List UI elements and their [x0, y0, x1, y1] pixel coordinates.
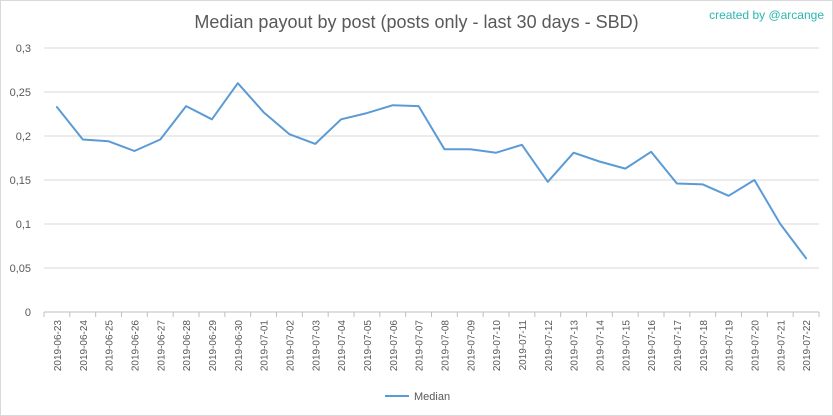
legend: Median [385, 391, 450, 403]
legend-label: Median [414, 391, 450, 403]
y-tick-label: 0,3 [16, 43, 31, 55]
y-tick-label: 0,05 [10, 263, 31, 275]
x-tick-label: 2019-07-14 [595, 320, 606, 372]
x-tick-label: 2019-07-11 [518, 320, 529, 371]
y-tick-label: 0,15 [10, 175, 31, 187]
gridlines [44, 47, 819, 313]
x-tick-label: 2019-07-22 [802, 320, 813, 372]
x-tick-label: 2019-07-01 [260, 320, 271, 372]
x-tick-label: 2019-07-10 [492, 320, 503, 372]
x-tick-label: 2019-07-15 [621, 320, 632, 372]
x-tick-label: 2019-07-18 [699, 320, 710, 372]
x-tick-label: 2019-06-29 [208, 320, 219, 372]
y-tick-label: 0,25 [10, 87, 31, 99]
x-tick-label: 2019-07-13 [570, 320, 581, 372]
y-tick-label: 0,1 [16, 219, 31, 231]
x-tick-label: 2019-07-05 [363, 320, 374, 372]
plot-area [55, 82, 808, 260]
credit-label: created by @arcange [709, 8, 824, 22]
x-tick-label: 2019-07-21 [776, 320, 787, 372]
x-tick-label: 2019-07-08 [440, 320, 451, 372]
x-tick-label: 2019-07-07 [415, 320, 426, 372]
x-tick-label: 2019-06-23 [53, 320, 64, 372]
x-tick-label: 2019-07-02 [285, 320, 296, 372]
y-axis: 0 0,05 0,1 0,15 0,2 0,25 0,3 [10, 43, 31, 319]
x-tick-label: 2019-07-12 [544, 320, 555, 372]
series-line-median [55, 82, 808, 260]
chart-title: Median payout by post (posts only - last… [194, 12, 639, 32]
y-tick-label: 0 [25, 307, 31, 319]
x-tick-label: 2019-06-24 [79, 320, 90, 372]
y-tick-label: 0,2 [16, 131, 31, 143]
x-tick-label: 2019-07-09 [466, 320, 477, 372]
x-tick-label: 2019-06-27 [156, 320, 167, 372]
x-tick-label: 2019-06-30 [234, 320, 245, 372]
x-tick-label: 2019-07-19 [725, 320, 736, 372]
x-tick-label: 2019-07-04 [337, 320, 348, 372]
x-tick-label: 2019-06-25 [105, 320, 116, 372]
x-tick-label: 2019-07-17 [673, 320, 684, 372]
x-tick-label: 2019-07-20 [750, 320, 761, 372]
x-tick-label: 2019-07-03 [311, 320, 322, 372]
x-tick-label: 2019-06-28 [182, 320, 193, 372]
x-axis: 2019-06-23 2019-06-24 2019-06-25 2019-06-26… [43, 312, 820, 372]
x-tick-label: 2019-06-26 [130, 320, 141, 372]
x-tick-label: 2019-07-16 [647, 320, 658, 372]
x-tick-label: 2019-07-06 [389, 320, 400, 372]
